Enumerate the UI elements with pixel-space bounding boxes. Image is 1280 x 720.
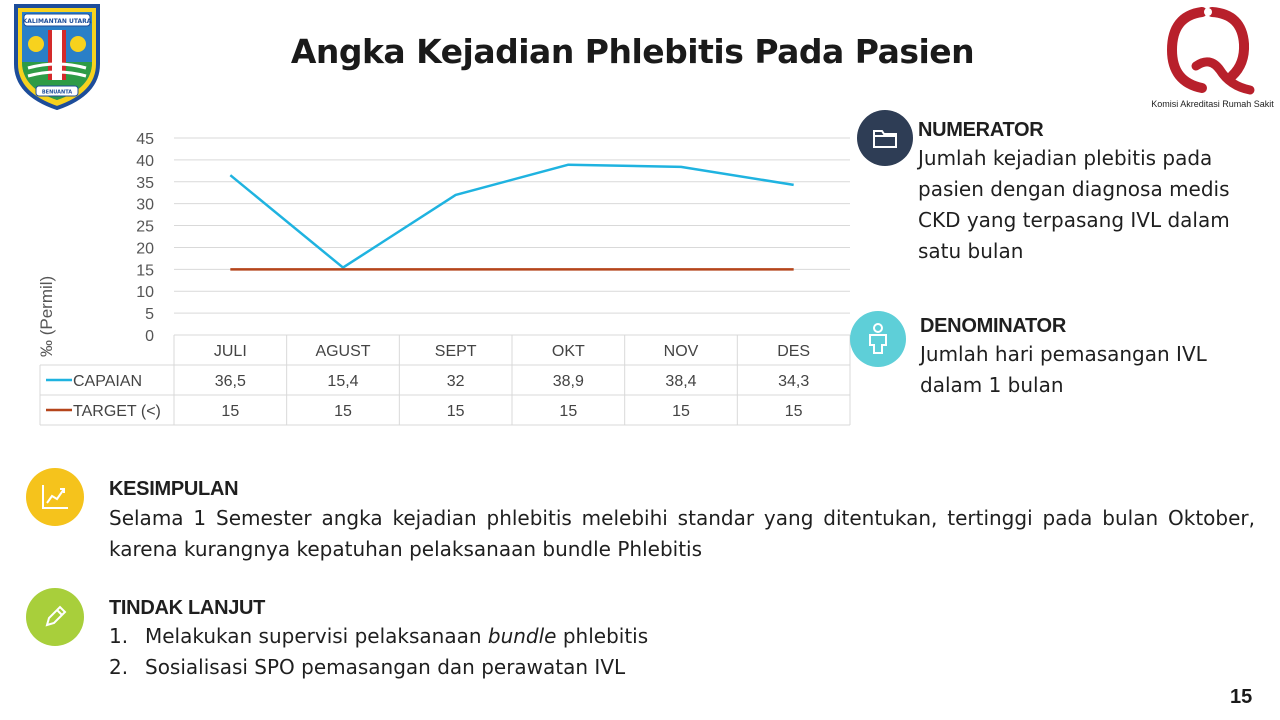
y-axis-label: ‰ (Permil) <box>37 276 56 357</box>
kesimpulan-heading: KESIMPULAN <box>109 478 239 500</box>
page-title: Angka Kejadian Phlebitis Pada Pasien <box>290 32 975 71</box>
data-label: 15 <box>447 403 465 420</box>
numerator-line: pasien dengan diagnosa medis <box>918 177 1230 201</box>
denominator-line: dalam 1 bulan <box>920 373 1064 397</box>
data-label: 15,4 <box>327 373 358 390</box>
y-tick-label: 20 <box>136 240 154 257</box>
data-label: 15 <box>672 403 690 420</box>
phlebitis-line-chart: 0 5 10 15 20 25 30 35 40 45 ‰ (Permil) JULI AGUST S… <box>37 131 851 426</box>
data-label: 34,3 <box>778 373 809 390</box>
y-tick-label: 25 <box>136 219 154 236</box>
tindak-lanjut-circle <box>26 588 84 646</box>
pencil-icon <box>45 605 67 627</box>
numerator-heading: NUMERATOR <box>918 119 1044 141</box>
denominator-text: Jumlah hari pemasangan IVL dalam 1 bulan <box>920 339 1207 401</box>
crest-ribbon-text: BENUANTA <box>42 90 72 96</box>
data-label: 15 <box>221 403 239 420</box>
list-item-number: 1. <box>109 624 129 648</box>
y-axis-ticks: 0 5 10 15 20 25 30 35 40 45 <box>136 131 154 345</box>
list-item-text-end: phlebitis <box>556 624 649 648</box>
page-number: 15 <box>1230 686 1253 708</box>
tindak-lanjut-list: 1. Melakukan supervisi pelaksanaan bundl… <box>109 621 648 683</box>
numerator-line: Jumlah kejadian plebitis pada <box>918 146 1213 170</box>
data-label: 15 <box>559 403 577 420</box>
numerator-line: satu bulan <box>918 239 1024 263</box>
province-crest-logo: KALIMANTAN UTARA BENUANTA <box>14 4 100 110</box>
x-tick-label: AGUST <box>315 343 370 360</box>
chart-series <box>229 163 794 271</box>
x-tick-label: OKT <box>552 343 585 360</box>
kars-logo <box>1166 7 1255 95</box>
chart-data-table: JULI AGUST SEPT OKT NOV DES CAPAIAN 36,5 15,4 32 3… <box>39 334 851 426</box>
denominator-line: Jumlah hari pemasangan IVL <box>920 342 1207 366</box>
numerator-circle <box>857 110 913 166</box>
list-item-text: Sosialisasi SPO pemasangan dan perawatan… <box>145 655 626 679</box>
numerator-text: Jumlah kejadian plebitis pada pasien den… <box>918 143 1230 267</box>
x-tick-label: SEPT <box>435 343 477 360</box>
folder-icon <box>873 130 897 148</box>
x-tick-label: DES <box>777 343 810 360</box>
chart-grid <box>174 137 850 336</box>
kars-caption: Komisi Akreditasi Rumah Sakit <box>1151 99 1274 109</box>
denominator-heading: DENOMINATOR <box>920 315 1066 337</box>
y-tick-label: 40 <box>136 153 154 170</box>
y-tick-label: 5 <box>145 306 154 323</box>
data-label: 38,9 <box>553 373 584 390</box>
legend-label: TARGET (<) <box>73 403 161 420</box>
data-label: 15 <box>334 403 352 420</box>
y-tick-label: 35 <box>136 175 154 192</box>
x-tick-label: NOV <box>664 343 699 360</box>
series-line-capaian <box>229 163 794 269</box>
y-tick-label: 30 <box>136 197 154 214</box>
tindak-lanjut-heading: TINDAK LANJUT <box>109 597 266 619</box>
y-tick-label: 15 <box>136 262 154 279</box>
list-item: 2. Sosialisasi SPO pemasangan dan perawa… <box>109 652 648 683</box>
list-item-emphasis: bundle <box>487 624 557 648</box>
kesimpulan-circle <box>26 468 84 526</box>
numerator-line: CKD yang terpasang IVL dalam <box>918 208 1230 232</box>
y-tick-label: 10 <box>136 284 154 301</box>
data-label: 36,5 <box>215 373 246 390</box>
list-item-number: 2. <box>109 655 129 679</box>
crest-banner-text: KALIMANTAN UTARA <box>23 18 92 25</box>
legend-label: CAPAIAN <box>73 373 142 390</box>
list-item-text: Melakukan supervisi pelaksanaan <box>145 624 488 648</box>
chart-growth-icon <box>42 485 68 509</box>
person-icon <box>869 323 887 354</box>
data-label: 38,4 <box>665 373 696 390</box>
y-tick-label: 45 <box>136 131 154 148</box>
data-label: 32 <box>447 373 465 390</box>
y-tick-label: 0 <box>145 328 154 345</box>
kesimpulan-text: Selama 1 Semester angka kejadian phlebit… <box>109 506 1255 561</box>
x-tick-label: JULI <box>214 343 247 360</box>
denominator-circle <box>850 311 906 367</box>
list-item: 1. Melakukan supervisi pelaksanaan bundl… <box>109 621 648 652</box>
data-label: 15 <box>785 403 803 420</box>
